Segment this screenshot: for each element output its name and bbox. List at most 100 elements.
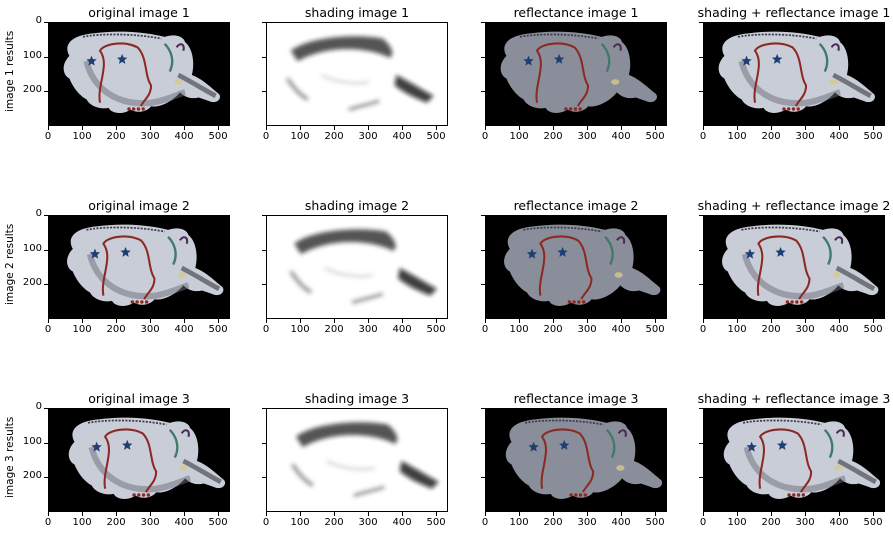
x-tick-label: 500 [208,517,228,528]
original-image [48,215,230,319]
x-tick-mark [519,512,521,516]
y-tick-mark [262,284,266,286]
x-tick-mark [184,512,186,516]
panel-title: original image 1 [88,5,190,20]
x-tick-label: 400 [174,131,194,142]
y-tick-mark [262,249,266,251]
x-tick-mark [587,512,589,516]
combined-image [703,22,885,126]
x-tick-label: 100 [290,131,310,142]
panel-title: shading image 1 [304,5,410,20]
x-tick-mark [737,319,739,323]
x-tick-mark [621,512,623,516]
x-tick-mark [553,126,555,130]
x-tick-mark [402,126,404,130]
x-tick-label: 300 [795,324,815,335]
x-tick-mark [839,126,841,130]
x-tick-label: 0 [262,131,270,142]
x-tick-mark [587,126,589,130]
y-tick-mark [44,22,48,23]
x-tick-label: 100 [509,324,529,335]
x-tick-label: 500 [863,517,883,528]
x-tick-label: 500 [426,517,446,528]
x-tick-label: 100 [727,517,747,528]
x-tick-mark [218,319,220,323]
y-tick-mark [44,284,48,286]
y-tick-mark [481,249,485,251]
x-tick-label: 100 [727,324,747,335]
reflectance-image [485,408,667,512]
shading-image [266,22,448,126]
x-tick-mark [553,512,555,516]
x-tick-label: 200 [543,324,563,335]
x-tick-label: 300 [577,131,597,142]
x-tick-mark [368,512,370,516]
x-tick-mark [82,319,84,323]
y-tick-mark [262,477,266,479]
x-tick-label: 200 [761,324,781,335]
y-tick-label: 0 [35,15,42,26]
row-label: image 3 results [4,416,16,498]
x-tick-label: 200 [106,324,126,335]
y-tick-label: 100 [22,49,42,61]
y-tick-label: 0 [35,401,42,412]
panel-title: original image 3 [88,391,190,406]
x-tick-label: 200 [324,517,344,528]
x-tick-mark [116,126,118,130]
x-tick-mark [48,512,49,516]
x-tick-label: 0 [262,517,270,528]
y-tick-mark [44,215,48,216]
y-tick-mark [699,249,703,251]
x-tick-label: 100 [72,324,92,335]
x-tick-label: 500 [426,131,446,142]
panel-title: reflectance image 1 [513,5,639,20]
x-tick-label: 200 [324,131,344,142]
x-tick-mark [771,319,773,323]
x-tick-mark [48,126,49,130]
x-tick-label: 500 [208,324,228,335]
y-tick-mark [44,442,48,444]
x-tick-label: 0 [699,131,707,142]
y-tick-mark [44,56,48,58]
y-tick-mark [699,477,703,479]
x-tick-mark [334,512,336,516]
x-tick-mark [368,319,370,323]
x-tick-label: 500 [645,131,665,142]
x-tick-mark [300,126,302,130]
panel-title: original image 2 [88,198,190,213]
x-tick-label: 300 [795,517,815,528]
x-tick-mark [485,319,486,323]
y-tick-label: 100 [22,435,42,447]
x-tick-mark [184,319,186,323]
combined-image [703,408,885,512]
x-tick-mark [519,126,521,130]
y-tick-mark [481,442,485,444]
x-tick-mark [805,512,807,516]
x-tick-label: 0 [699,517,707,528]
x-tick-label: 300 [140,517,160,528]
x-tick-mark [82,126,84,130]
x-tick-label: 300 [358,131,378,142]
y-tick-mark [44,249,48,251]
x-tick-label: 500 [863,131,883,142]
x-tick-mark [300,512,302,516]
x-tick-mark [771,512,773,516]
x-tick-mark [655,319,657,323]
x-tick-label: 400 [392,131,412,142]
x-tick-label: 400 [392,517,412,528]
y-tick-mark [699,284,703,286]
x-tick-label: 0 [44,131,52,142]
x-tick-mark [703,126,704,130]
x-tick-label: 0 [481,517,489,528]
shading-image [266,215,448,319]
x-tick-mark [873,319,875,323]
x-tick-label: 200 [106,131,126,142]
y-tick-mark [262,215,266,216]
x-tick-label: 300 [577,517,597,528]
y-tick-mark [699,91,703,93]
x-tick-mark [655,512,657,516]
y-tick-mark [262,22,266,23]
x-tick-mark [737,126,739,130]
x-tick-label: 300 [140,131,160,142]
x-tick-label: 400 [392,324,412,335]
